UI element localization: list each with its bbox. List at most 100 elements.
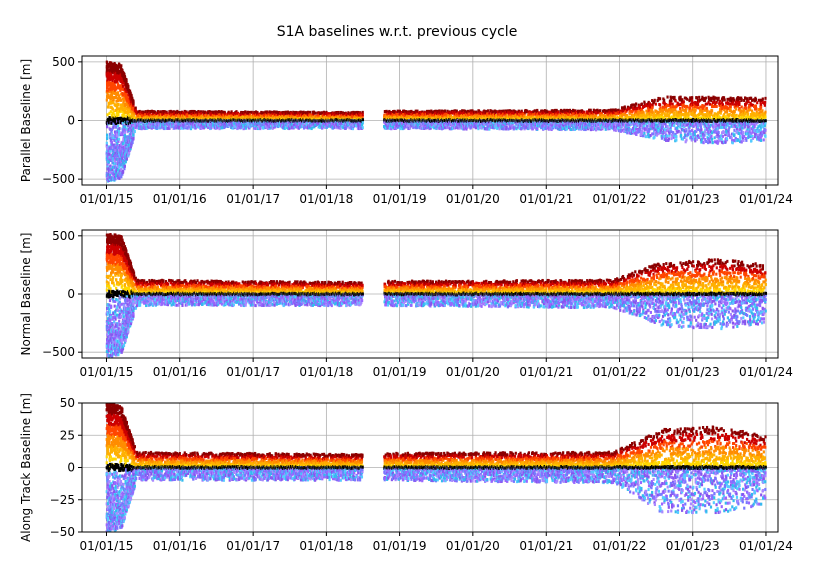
negative-point <box>269 124 273 128</box>
positive-point <box>355 110 358 114</box>
positive-point <box>269 111 273 115</box>
negative-point <box>105 135 109 139</box>
negative-point <box>200 126 203 130</box>
positive-point <box>256 111 259 115</box>
positive-point <box>175 113 178 117</box>
positive-point <box>277 113 280 117</box>
positive-point <box>227 112 231 116</box>
positive-point <box>110 84 114 88</box>
negative-point <box>118 176 121 180</box>
positive-point <box>361 114 364 118</box>
negative-point <box>132 124 135 128</box>
positive-point <box>150 109 154 113</box>
positive-point <box>227 110 230 114</box>
positive-point <box>146 109 150 113</box>
positive-point <box>254 111 258 115</box>
positive-point <box>349 113 352 117</box>
positive-point <box>195 113 198 117</box>
positive-point <box>258 115 261 119</box>
positive-point <box>141 113 144 117</box>
negative-point <box>305 122 308 126</box>
negative-point <box>110 141 114 145</box>
positive-point <box>314 111 317 115</box>
positive-point <box>235 110 238 114</box>
negative-point <box>116 157 119 161</box>
negative-point <box>262 126 265 130</box>
positive-point <box>132 107 135 111</box>
positive-point <box>208 110 211 114</box>
negative-point <box>129 145 133 149</box>
negative-point <box>175 122 178 126</box>
negative-point <box>122 155 125 159</box>
negative-point <box>123 138 127 142</box>
negative-point <box>136 123 140 127</box>
positive-point <box>250 114 253 118</box>
positive-point <box>113 115 116 119</box>
negative-point <box>105 133 109 137</box>
positive-point <box>155 112 158 116</box>
positive-point <box>128 109 132 113</box>
positive-point <box>111 79 114 83</box>
negative-point <box>159 124 162 128</box>
negative-point <box>124 160 127 164</box>
positive-point <box>182 111 185 115</box>
positive-point <box>273 110 276 114</box>
positive-point <box>283 112 286 116</box>
negative-point <box>118 153 121 157</box>
negative-point <box>302 124 305 128</box>
negative-point <box>182 126 186 130</box>
positive-point <box>244 110 247 114</box>
panel-parallel: 01/01/15 01/01/16 01/01/17 01/01/18 01/01/19… <box>19 55 793 206</box>
negative-point <box>123 164 126 168</box>
positive-point <box>180 112 183 116</box>
negative-point <box>156 126 159 130</box>
positive-point <box>116 79 119 83</box>
near-zero-point <box>119 116 122 120</box>
positive-point <box>339 113 342 117</box>
negative-point <box>158 121 162 125</box>
negative-point <box>360 123 364 127</box>
negative-point <box>218 125 221 129</box>
negative-point <box>216 126 219 130</box>
negative-point <box>113 159 117 163</box>
positive-point <box>122 88 125 92</box>
negative-point <box>271 124 274 128</box>
negative-point <box>123 159 126 163</box>
negative-point <box>169 121 172 125</box>
positive-point <box>120 64 123 68</box>
positive-point <box>112 83 115 87</box>
negative-point <box>304 125 307 129</box>
positive-point <box>117 94 121 98</box>
positive-point <box>125 110 128 114</box>
negative-point <box>266 127 270 131</box>
positive-point <box>196 115 199 119</box>
positive-point <box>110 114 114 118</box>
positive-point <box>166 114 169 118</box>
negative-point <box>293 125 296 129</box>
negative-point <box>324 125 327 129</box>
negative-point <box>117 139 120 143</box>
positive-point <box>130 110 133 114</box>
positive-point <box>145 116 148 120</box>
positive-point <box>134 106 137 110</box>
negative-point <box>118 143 121 147</box>
negative-point <box>335 122 338 126</box>
positive-point <box>114 108 117 112</box>
negative-point <box>132 132 135 136</box>
positive-point <box>105 69 109 73</box>
negative-point <box>122 138 125 142</box>
negative-point <box>288 126 291 130</box>
near-zero-point <box>120 116 123 120</box>
positive-point <box>204 110 207 114</box>
positive-point <box>278 114 281 118</box>
positive-point <box>361 110 364 114</box>
negative-point <box>133 129 136 133</box>
positive-point <box>113 113 116 117</box>
positive-point <box>300 111 303 115</box>
positive-point <box>106 105 110 109</box>
negative-point <box>119 160 122 164</box>
near-zero-point <box>106 117 110 121</box>
positive-point <box>115 75 118 79</box>
negative-point <box>113 123 116 127</box>
negative-point <box>336 126 339 130</box>
